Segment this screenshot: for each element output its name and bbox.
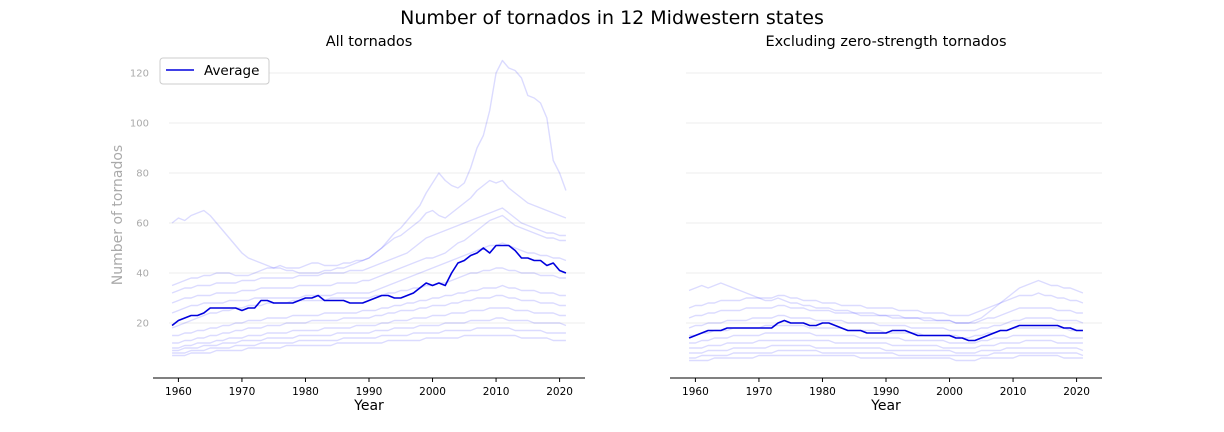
series-line-state xyxy=(172,294,566,344)
x-tick-label: 1960 xyxy=(682,386,709,398)
series-line-state xyxy=(172,317,567,352)
x-tick-label: 2000 xyxy=(419,386,446,398)
panel-title: All tornados xyxy=(326,34,413,50)
x-tick-label: 2020 xyxy=(1063,386,1090,398)
series-line-state xyxy=(689,332,1083,344)
series-line-state xyxy=(171,242,567,314)
series-line-state xyxy=(171,179,567,287)
legend-label-average: Average xyxy=(204,63,259,79)
series-line-state xyxy=(172,307,566,349)
series-line-state xyxy=(688,279,1084,324)
series-line-state xyxy=(689,339,1083,349)
y-tick-label: 120 xyxy=(130,69,149,80)
series-line-state xyxy=(171,207,566,294)
x-tick-label: 1980 xyxy=(292,386,319,398)
series-line-state xyxy=(688,304,1083,324)
y-tick-label: 60 xyxy=(136,219,149,230)
x-tick-label: 2010 xyxy=(1000,386,1027,398)
figure-suptitle: Number of tornados in 12 Midwestern stat… xyxy=(400,7,824,29)
chart-panel-2: 1960 1970 1980 1990 2000 2010 2020 Excluding ze… xyxy=(670,34,1102,414)
series-line-state xyxy=(689,344,1084,354)
y-tick-label: 100 xyxy=(130,119,149,130)
x-tick-label: 2000 xyxy=(936,386,963,398)
series-line-state xyxy=(688,314,1084,332)
y-axis-label: Number of tornados xyxy=(110,145,126,285)
series-line-state xyxy=(172,284,566,337)
x-tick-label: 1970 xyxy=(229,386,256,398)
y-tick-label: 40 xyxy=(136,269,149,280)
x-tick-label: 1990 xyxy=(873,386,900,398)
x-tick-label: 2010 xyxy=(483,386,510,398)
series-line-state xyxy=(171,214,566,304)
series-line-state xyxy=(171,59,567,274)
x-tick-label: 1990 xyxy=(356,386,383,398)
y-tick-label: 20 xyxy=(136,319,149,330)
series-line-state xyxy=(172,334,566,357)
x-tick-label: 1960 xyxy=(165,386,192,398)
x-axis-label: Year xyxy=(353,398,384,414)
chart-panel-1: 20 40 60 80 100 120 1960 1970 1980 1990 2000 2010 20… xyxy=(110,34,585,414)
x-tick-label: 1980 xyxy=(809,386,836,398)
x-tick-label: 1970 xyxy=(746,386,773,398)
series-line-state xyxy=(689,349,1084,359)
chart-panels: 20 40 60 80 100 120 1960 1970 1980 1990 2000 2010 20… xyxy=(110,34,1102,414)
y-tick-label: 80 xyxy=(136,169,149,180)
series-line-state xyxy=(688,292,1084,317)
series-line-average xyxy=(171,244,567,327)
panel-title: Excluding zero-strength tornados xyxy=(765,34,1006,50)
x-axis-label: Year xyxy=(870,398,901,414)
legend: Average xyxy=(159,57,270,85)
series-line-state xyxy=(689,354,1083,362)
x-tick-label: 2020 xyxy=(546,386,573,398)
legend-frame xyxy=(159,57,270,85)
series-line-state xyxy=(172,327,566,354)
series-line-average xyxy=(688,319,1083,342)
